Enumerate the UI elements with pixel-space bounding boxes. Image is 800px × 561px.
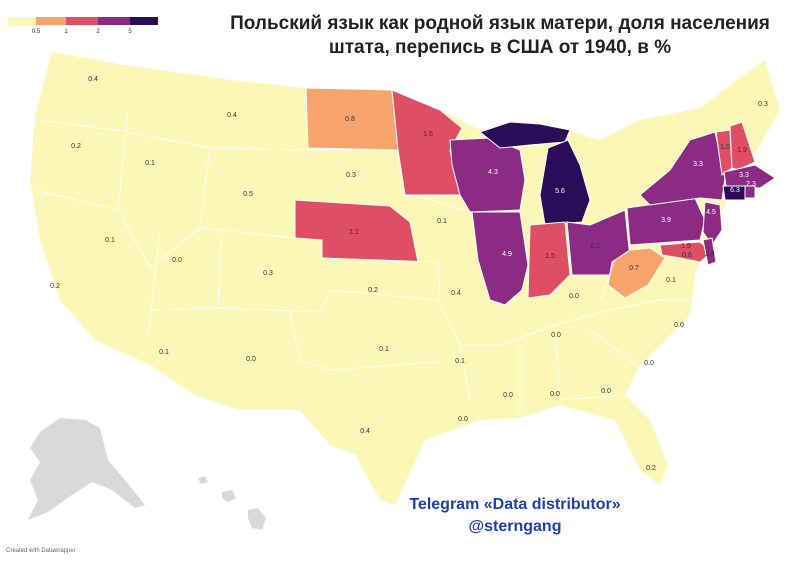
label-nd: 0.8 [345, 116, 355, 123]
label-ms: 0.0 [503, 392, 513, 399]
color-legend: 0.5 1 2 5 [8, 17, 158, 41]
label-oh: 2.1 [590, 243, 600, 250]
label-ny: 3.3 [693, 161, 703, 168]
label-il: 4.9 [502, 251, 512, 258]
state-shape-mi [539, 139, 591, 226]
label-md: 0.6 [682, 252, 692, 259]
state-shape-in [527, 221, 571, 299]
label-co: 0.3 [263, 270, 273, 277]
label-al: 0.0 [550, 391, 560, 398]
label-ia: 0.1 [437, 218, 447, 225]
map-title: Польский язык как родной язык матери, до… [205, 12, 795, 60]
state-shape-ma [723, 164, 776, 189]
label-vt: 1.0 [720, 144, 730, 151]
legend-swatch-4 [98, 17, 130, 25]
label-wy: 0.5 [243, 191, 253, 198]
state-shape-nj [702, 201, 723, 246]
state-borders [34, 109, 690, 415]
label-mo: 0.4 [451, 290, 461, 297]
legend-tick-5: 5 [128, 29, 132, 35]
state-shape-nh [729, 121, 756, 171]
state-shape-wv [607, 247, 666, 299]
state-value-labels: 0.4 0.2 0.2 0.1 0.1 0.4 0.5 0.0 0.1 0.3 … [50, 76, 768, 472]
label-sc: 0.0 [644, 360, 654, 367]
legend-tick-1: 1 [64, 29, 68, 35]
label-nj: 4.5 [706, 209, 716, 216]
alaska-shape [28, 418, 145, 520]
label-ct: 6.3 [730, 187, 740, 194]
label-nv: 0.1 [105, 237, 115, 244]
legend-tick-2: 2 [96, 29, 100, 35]
legend-swatch-5 [130, 17, 158, 25]
telegram-watermark: Telegram «Data distributor» @sterngang [380, 494, 650, 538]
label-mi: 5.6 [555, 188, 565, 195]
state-shape-ct [722, 185, 746, 201]
label-ri: 2.3 [746, 181, 756, 188]
label-tx: 0.4 [360, 428, 370, 435]
hawaii-shape [198, 476, 266, 530]
label-dc: 3.4 [705, 251, 715, 258]
label-fl: 0.2 [646, 465, 656, 472]
label-ma: 3.3 [739, 172, 749, 179]
legend-tick-0-5: 0.5 [31, 29, 41, 35]
label-tn: 0.0 [551, 332, 561, 339]
label-ne: 1.1 [349, 229, 359, 236]
legend-swatch-2 [36, 17, 66, 25]
label-ar: 0.1 [455, 358, 465, 365]
label-me: 0.3 [758, 101, 768, 108]
label-mt: 0.4 [227, 112, 237, 119]
label-de: 1.9 [681, 243, 691, 250]
datawrapper-credit: Created with Datawrapper [6, 548, 76, 554]
map-title-line-1: Польский язык как родной язык матери, до… [230, 13, 770, 34]
label-ut: 0.0 [172, 257, 182, 264]
label-ks: 0.2 [368, 287, 378, 294]
watermark-line-1: Telegram «Data distributor» [409, 496, 621, 513]
label-ga: 0.0 [601, 388, 611, 395]
label-ok: 0.1 [379, 346, 389, 353]
label-or: 0.2 [71, 143, 81, 150]
label-nc: 0.0 [674, 322, 684, 329]
label-ky: 0.0 [569, 293, 579, 300]
label-nh: 1.9 [737, 147, 747, 154]
label-az: 0.1 [159, 349, 169, 356]
map-title-line-2: штата, перепись в США от 1940, в % [328, 37, 672, 58]
us-land-base [30, 52, 780, 505]
label-sd: 0.3 [346, 172, 356, 179]
state-shape-md [659, 241, 713, 263]
state-shape-il [471, 211, 529, 306]
legend-swatch-3 [66, 17, 98, 25]
state-shape-de [702, 237, 717, 266]
label-wi: 4.3 [488, 169, 498, 176]
label-wv: 0.7 [629, 265, 639, 272]
label-pa: 3.9 [661, 217, 671, 224]
state-shape-ri [744, 185, 756, 199]
label-id: 0.1 [145, 160, 155, 167]
label-mn: 1.5 [423, 131, 433, 138]
label-va: 0.1 [666, 277, 676, 284]
watermark-line-2: @sterngang [468, 518, 562, 535]
label-wa: 0.4 [88, 76, 98, 83]
label-ca: 0.2 [50, 283, 60, 290]
state-shape-mi-up [478, 121, 571, 149]
legend-swatch-1 [8, 17, 36, 25]
label-in: 1.5 [545, 253, 555, 260]
label-la: 0.0 [458, 416, 468, 423]
label-nm: 0.0 [246, 356, 256, 363]
